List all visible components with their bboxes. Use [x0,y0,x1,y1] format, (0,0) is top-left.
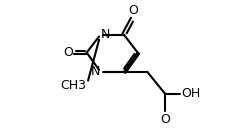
Text: O: O [129,4,139,17]
Text: O: O [63,46,73,59]
Text: N: N [91,65,100,78]
Text: OH: OH [182,87,201,100]
Text: O: O [160,113,170,126]
Text: CH3: CH3 [61,79,87,92]
Text: N: N [100,28,110,41]
